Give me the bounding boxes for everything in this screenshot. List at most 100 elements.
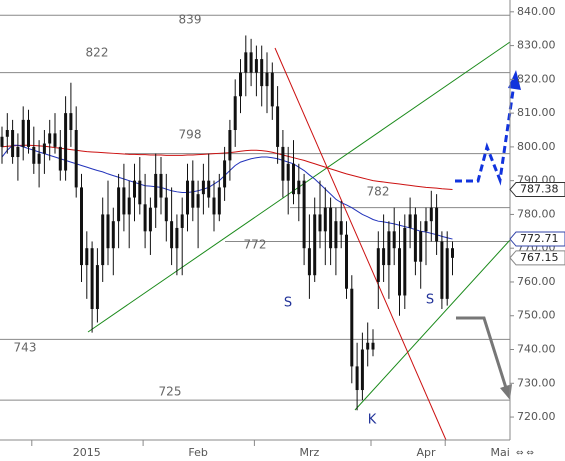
- candle-body: [323, 207, 327, 232]
- y-tick-label: 830.00: [517, 39, 556, 52]
- trend-line: [274, 47, 447, 441]
- candle-body: [138, 180, 142, 205]
- candle-body: [286, 163, 290, 181]
- candle-body: [148, 207, 152, 232]
- candle-body: [154, 173, 158, 208]
- y-tick-label: 750.00: [517, 309, 556, 322]
- candle-body: [392, 231, 396, 249]
- y-tick-label: 810.00: [517, 106, 556, 119]
- candle-body: [101, 214, 105, 266]
- candle-body: [42, 143, 46, 154]
- arrow-head: [508, 70, 521, 90]
- candle-body: [53, 133, 57, 147]
- value-box-label: 787.38: [520, 183, 559, 196]
- candle-body: [85, 248, 89, 266]
- forecast-arrow: [455, 83, 516, 186]
- level-label: 782: [367, 185, 390, 199]
- candle-body: [451, 248, 454, 258]
- x-tick-label: Mrz: [300, 446, 320, 459]
- candle-body: [297, 180, 301, 195]
- y-tick-label: 840.00: [517, 5, 556, 18]
- candle-body: [5, 130, 9, 137]
- y-tick-label: 800.00: [517, 140, 556, 153]
- y-tick-label: 720.00: [517, 410, 556, 423]
- candle-body: [260, 59, 264, 87]
- candle-body: [16, 146, 20, 158]
- candle-body: [0, 136, 4, 147]
- candle-body: [249, 52, 253, 73]
- candle-body: [239, 72, 242, 97]
- candle-body: [413, 214, 417, 262]
- value-box: [509, 182, 565, 198]
- x-tick-label: Feb: [188, 446, 207, 459]
- candle-body: [366, 342, 370, 350]
- scroll-icons[interactable]: ⇔ ⇔: [516, 449, 534, 459]
- candle-body: [376, 248, 380, 282]
- candle-body: [371, 342, 375, 350]
- candle-body: [387, 231, 391, 266]
- candle-body: [111, 221, 115, 249]
- trend-line: [354, 239, 511, 411]
- candle-body: [254, 59, 258, 73]
- x-tick-label: Apr: [416, 446, 436, 459]
- x-tick-label: 2015: [73, 446, 101, 459]
- annotation: K: [368, 413, 377, 428]
- y-tick-label: 740.00: [517, 343, 556, 356]
- candle-body: [143, 204, 147, 232]
- y-tick-label: 730.00: [517, 376, 556, 389]
- candle-body: [350, 288, 354, 367]
- candle-body: [175, 227, 179, 249]
- candle-body: [74, 130, 78, 188]
- candle-body: [69, 113, 73, 131]
- candle-body: [133, 180, 136, 198]
- x-tick-label: Mai: [491, 446, 510, 459]
- candle-body: [64, 113, 68, 171]
- value-box-label: 772.71: [520, 232, 559, 245]
- candle-body: [170, 221, 174, 249]
- candle-body: [292, 163, 295, 195]
- candle-body: [90, 248, 94, 309]
- candle-body: [48, 133, 52, 144]
- y-tick-label: 780.00: [517, 207, 556, 220]
- candle-body: [117, 187, 121, 222]
- annotation: S: [426, 293, 434, 308]
- candle-body: [244, 52, 248, 73]
- candle-body: [127, 197, 131, 215]
- level-label: 772: [244, 238, 267, 252]
- candle-body: [440, 241, 444, 299]
- candle-body: [313, 214, 317, 276]
- candle-body: [223, 160, 227, 188]
- candle-body: [21, 119, 25, 147]
- candle-body: [217, 187, 221, 215]
- candle-body: [329, 207, 333, 249]
- candle-body: [318, 214, 322, 232]
- candle-body: [424, 221, 428, 232]
- candle-body: [180, 214, 184, 228]
- candle-body: [270, 72, 274, 107]
- candle-body: [429, 207, 433, 222]
- y-tick-label: 820.00: [517, 72, 556, 85]
- candle-body: [58, 146, 62, 171]
- plot: S S K: [0, 35, 454, 428]
- candle-body: [419, 231, 423, 262]
- axis: 720.00730.00740.00750.00760.00770.00780.…: [31, 5, 565, 459]
- candle-body: [106, 214, 110, 249]
- candle-body: [281, 146, 285, 181]
- candle-body: [159, 173, 163, 198]
- levels: 839 822 798 782 772 743 725: [0, 13, 510, 401]
- y-tick-label: 760.00: [517, 275, 556, 288]
- level-label: 743: [14, 341, 37, 355]
- candle-body: [435, 207, 439, 242]
- candle-body: [228, 130, 232, 161]
- arrow-head: [500, 384, 512, 400]
- candle-body: [334, 221, 338, 249]
- candle-body: [27, 119, 30, 147]
- candle-body: [95, 265, 99, 309]
- candle-body: [382, 248, 386, 266]
- candle-body: [191, 180, 195, 208]
- candle-body: [398, 248, 401, 296]
- candle-body: [122, 187, 126, 215]
- level-label: 839: [179, 13, 202, 27]
- candle-body: [196, 194, 200, 208]
